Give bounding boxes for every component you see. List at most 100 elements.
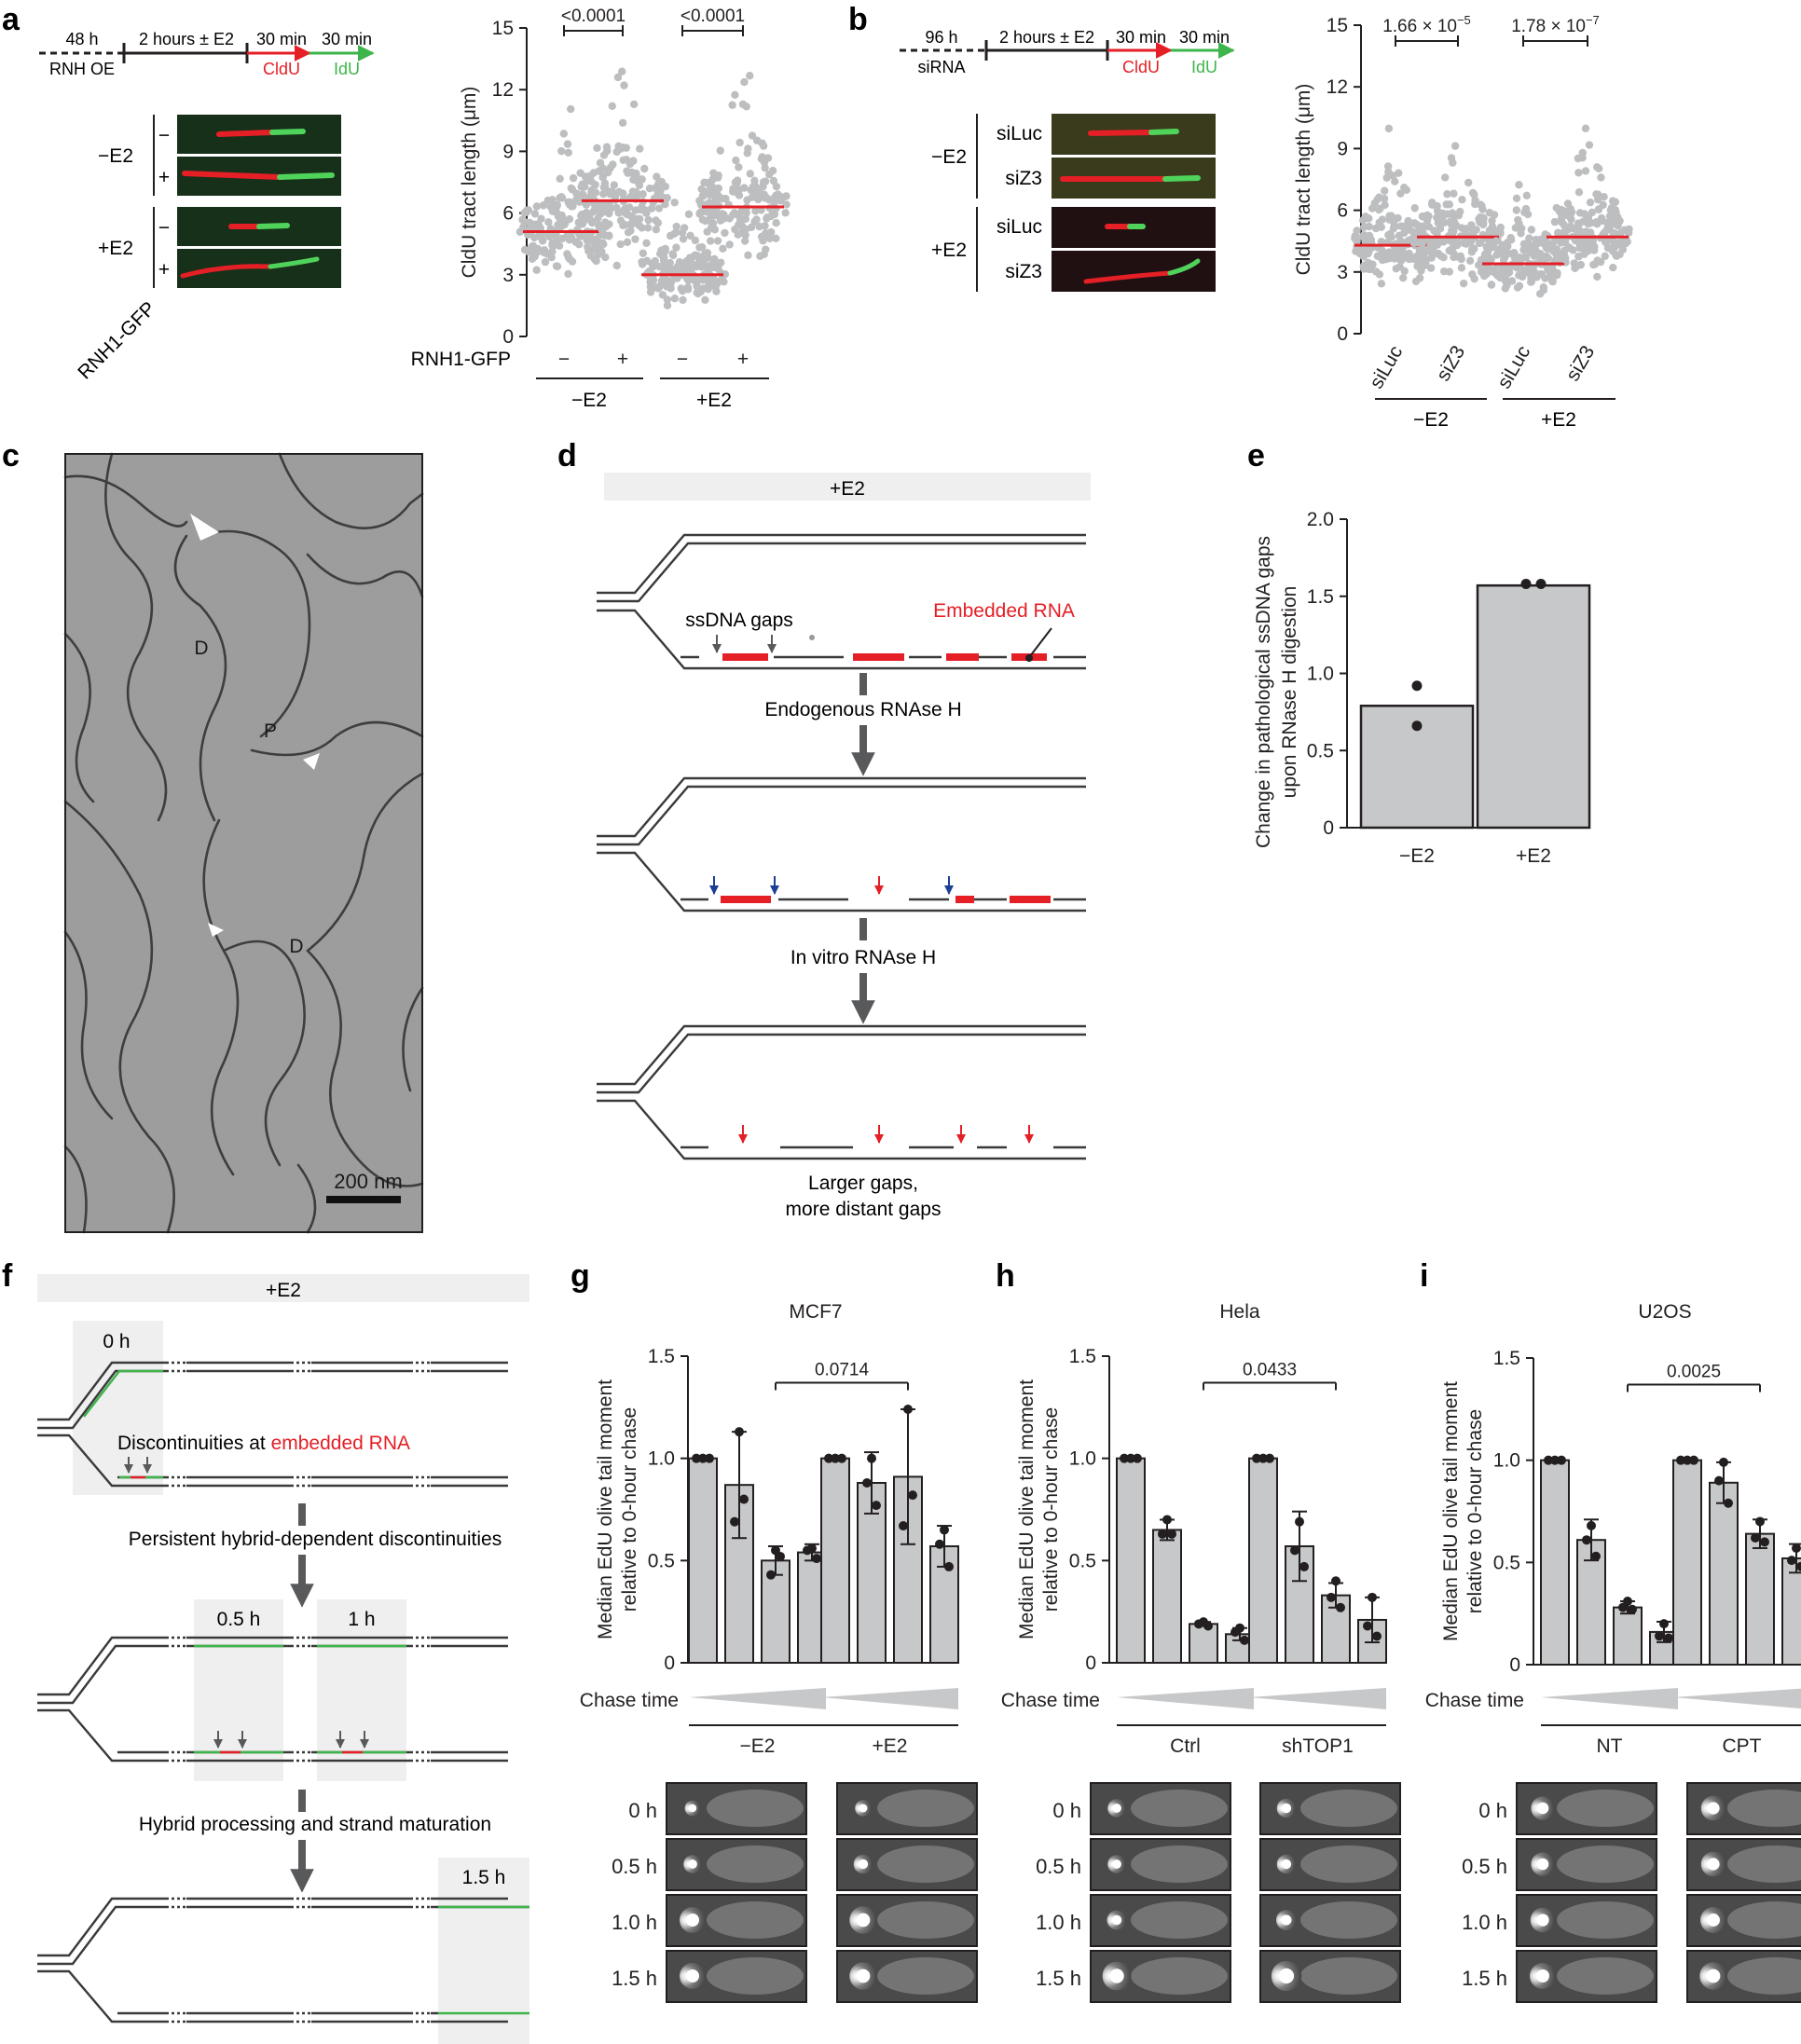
y-tick-label: 1.0 [1069,1448,1096,1470]
scatter-point [697,243,707,252]
scatter-point [661,244,669,254]
scatter-point [1575,241,1585,250]
scatter-point [591,188,600,197]
scatter-point [1526,269,1534,279]
data-point [1290,1545,1299,1556]
y-axis-label: CldU tract length (μm) [1293,84,1314,276]
comet-image [836,1950,978,2003]
fiber-a-axis-label: RNH1-GFP [74,297,159,383]
data-point [1664,1633,1673,1643]
panel-b-timeline: 96 h siRNA 2 hours ± E2 30 min CldU 30 m… [900,28,1235,76]
y-axis-label-line2: upon RNase H digestion [1279,586,1300,799]
scatter-point [716,216,725,225]
scatter-point [698,215,708,224]
scatter-point [1611,205,1619,214]
scatter-point [568,233,576,242]
scatter-point [1442,200,1450,209]
data-point [1133,1453,1142,1463]
scatter-points [1351,124,1443,288]
p-value-label: 1.66 × 10−5 [1382,13,1471,36]
scatter-point [660,253,668,262]
data-point [1582,1535,1591,1545]
y-axis-label-line1: Median EdU olive tail moment [1440,1381,1462,1641]
comet-time-label: 1.5 h [612,1967,657,1990]
scatter-point [710,259,719,268]
scatter-point [596,158,605,167]
scatter-point [1490,211,1499,219]
y-axis-label-line1: Change in pathological ssDNA gaps [1253,536,1274,848]
scatter-point [1456,207,1464,216]
scatter-point [703,227,711,236]
timeline-a-cldu: CldU [263,60,300,78]
group-label: +E2 [873,1735,908,1757]
scatter-point [719,244,727,254]
scatter-point [1468,245,1478,254]
scatter-point [750,217,759,226]
scatter-point [556,194,564,202]
scatter-point [1605,226,1614,234]
scatter-point [1376,204,1384,213]
data-point [1327,1592,1336,1602]
scatter-point [1519,245,1528,254]
scatter-point [1446,217,1454,226]
scatter-point [1578,148,1587,158]
scatter-point [757,155,766,163]
x-tick-label: −E2 [1399,845,1435,867]
scatter-point [1515,281,1524,290]
scatter-point [1511,224,1520,232]
p-value-label: 0.0433 [1243,1361,1297,1380]
scatter-point [1394,213,1402,223]
scatter-point [564,148,572,158]
scatter-point [781,209,790,217]
p-value-label: <0.0001 [561,7,626,26]
panel-a-row-label: RNH1-GFP [411,349,511,370]
scatter-point [543,196,553,205]
scatter-point [585,212,594,220]
scatter-point [1533,240,1542,248]
data-point [1331,1576,1340,1586]
scatter-point [568,185,577,194]
y-tick-label: 1.5 [1493,1348,1520,1369]
comet-image [1686,1950,1801,2003]
scatter-point [1400,184,1409,192]
scatter-point [622,156,631,164]
panel-a-group-plus-e2: +E2 [696,390,732,411]
fiber-b-row-4: siZ3 [1005,261,1042,282]
data-point [1760,1537,1769,1547]
scatter-point [559,130,569,138]
panel-a-timeline: 48 h RNH OE 2 hours ± E2 30 min CldU 30 … [39,30,375,78]
scatter-point [683,285,693,294]
scatter-point [741,237,749,245]
scatter-point [1597,173,1605,182]
time-0h: 0 h [103,1331,130,1352]
panel-label-h: h [996,1258,1015,1294]
scatter-point [708,175,717,184]
data-point [705,1453,714,1463]
scatter-point [635,214,644,224]
data-point [940,1525,949,1535]
data-point [1719,1457,1728,1467]
step-endogenous-rnase-h: Endogenous RNAse H [764,699,961,720]
data-point [1162,1515,1172,1525]
scatter-point [686,231,694,240]
data-point [766,1570,776,1580]
scatter-point [1410,204,1419,213]
scatter-point [1459,279,1468,288]
scatter-point [575,240,584,249]
chase-time-wedge [1673,1688,1801,1709]
y-tick-label: 1.5 [1307,586,1334,608]
scatter-point [532,266,541,274]
comet-time-label: 0.5 h [1462,1855,1507,1878]
scatter-point [721,228,729,238]
scatter-point [541,257,550,267]
scatter-point [772,234,780,242]
arrowhead-1 [190,514,219,541]
scatter-point [1574,188,1584,197]
data-point [1411,720,1423,732]
scatter-point [750,176,759,185]
data-point [1299,1561,1309,1571]
scatter-point [1475,261,1483,269]
scatter-point [591,181,599,189]
chase-time-wedge [1249,1688,1386,1709]
comet-image [666,1838,807,1891]
